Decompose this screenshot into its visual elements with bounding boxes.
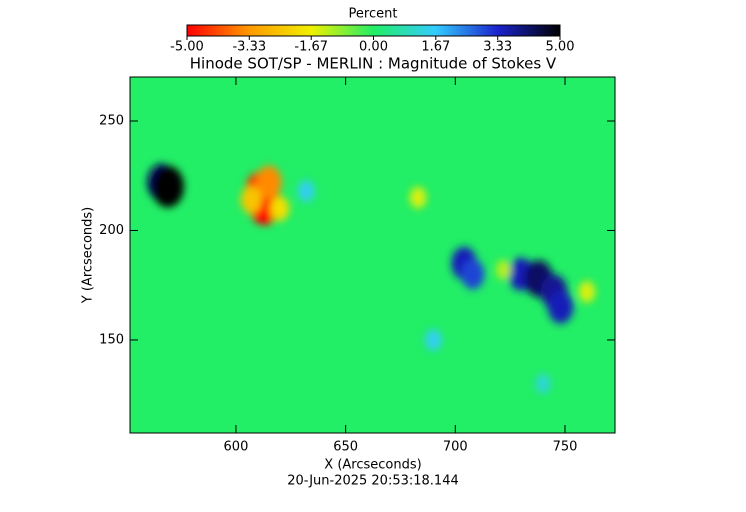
- field-spot: [240, 186, 262, 214]
- plot-frame: [129, 76, 616, 434]
- field-spot: [409, 186, 427, 209]
- x-tick-label: 750: [553, 440, 578, 455]
- colorbar: [186, 24, 561, 37]
- y-tick-label: 150: [99, 332, 124, 347]
- plot-background: [130, 77, 615, 433]
- colorbar-tick-label: -1.67: [294, 40, 328, 55]
- x-axis-label: X (Arcseconds): [324, 458, 421, 473]
- field-spot: [547, 290, 574, 324]
- chart-title: Hinode SOT/SP - MERLIN : Magnitude of St…: [190, 55, 557, 73]
- field-spot: [495, 259, 512, 280]
- field-spot: [270, 196, 290, 221]
- colorbar-tick-label: 1.67: [421, 40, 450, 55]
- field-spot: [297, 180, 315, 202]
- footer-date: 20-Jun-2025 20:53:18.144: [287, 474, 459, 489]
- colorbar-tick-label: 3.33: [483, 40, 512, 55]
- colorbar-tick-label: 0.00: [359, 40, 388, 55]
- x-tick-label: 600: [224, 440, 249, 455]
- field-spot: [578, 280, 596, 303]
- spot-layer: [147, 163, 596, 394]
- field-spot: [425, 329, 442, 351]
- x-tick-label: 700: [443, 440, 468, 455]
- x-tick-label: 650: [333, 440, 358, 455]
- y-axis-label: Y (Arcseconds): [81, 207, 96, 304]
- y-tick-label: 250: [99, 114, 124, 129]
- colorbar-tick-label: -5.00: [170, 40, 204, 55]
- colorbar-label: Percent: [349, 7, 398, 22]
- field-spot: [151, 165, 184, 208]
- field-spot: [461, 259, 485, 290]
- field-spot: [256, 165, 282, 199]
- y-tick-label: 200: [99, 223, 124, 238]
- field-spot: [535, 373, 551, 394]
- colorbar-tick-label: 5.00: [546, 40, 575, 55]
- colorbar-tick-label: -3.33: [232, 40, 266, 55]
